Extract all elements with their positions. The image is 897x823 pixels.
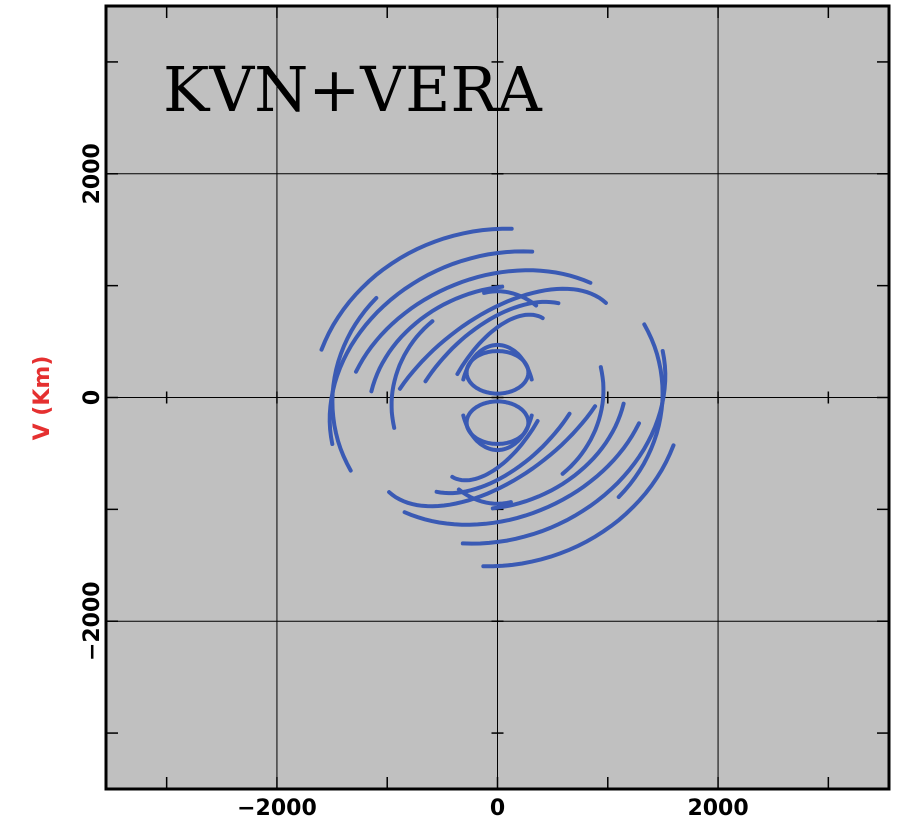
uv-track-arc [490,401,626,511]
plot-frame [104,4,891,791]
uv-track-arc [481,443,676,569]
chart-title: KVN+VERA [163,53,543,126]
x-tick-label: −2000 [237,796,317,821]
y-tick-label: 2000 [80,143,105,204]
uv-track-arc [461,342,534,382]
uv-track-arc [434,411,572,496]
y-axis-label: V (Km) [30,356,55,441]
uv-track-arc [389,319,435,430]
uv-track-arc [456,487,513,506]
uv-track-arc [330,296,379,473]
uv-track-arc [402,421,641,527]
uv-track-arc [369,284,505,394]
uv-track-arc [461,413,534,453]
uv-tracks [319,226,676,569]
uv-track-arc [455,312,545,376]
x-tick-label: 2000 [687,796,748,821]
x-tick-labels: −2000 0 2000 [237,796,749,821]
y-tick-label: 0 [80,390,105,405]
uv-track-arc [616,322,665,499]
y-tick-labels: −2000 0 2000 [80,143,105,661]
uv-track-arc [397,286,608,391]
uv-track-arc [560,365,606,476]
uv-track-arc [423,299,561,384]
uv-track-arc [319,226,514,352]
uv-track-arc [387,404,598,509]
x-tick-label: 0 [490,796,505,821]
y-tick-label: −2000 [80,581,105,661]
uv-track-arc [354,268,593,374]
uv-track-arc [450,419,540,483]
uv-track-arc [482,289,539,308]
